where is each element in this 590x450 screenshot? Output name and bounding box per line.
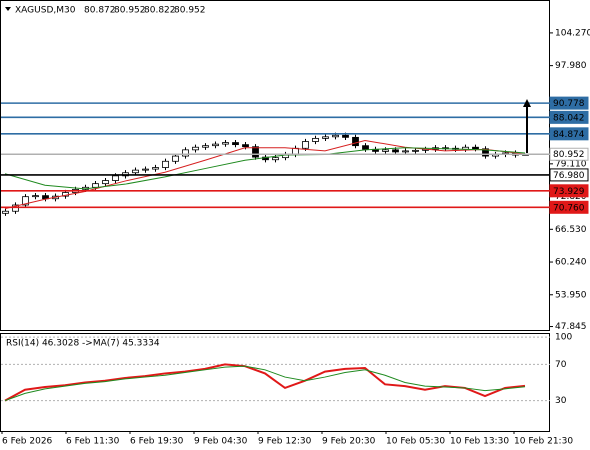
candle-body	[382, 149, 389, 152]
level-tag	[549, 110, 589, 124]
candle-body	[272, 157, 279, 161]
x-tick-label: 9 Feb 20:30	[322, 437, 376, 447]
y-tick-label: 100	[555, 333, 572, 343]
level-label: 88.042	[553, 113, 585, 123]
x-tick-label: 10 Feb 13:30	[450, 437, 509, 447]
target-arrow	[523, 99, 531, 153]
y-tick-label: 30	[555, 396, 567, 406]
symbol: XAGUSD,M30	[15, 6, 76, 16]
level-label: 73.929	[553, 187, 585, 197]
candle-body	[472, 146, 479, 150]
candle-body	[212, 143, 219, 147]
candle-body	[352, 136, 359, 147]
y-tick-label: 70	[555, 360, 567, 370]
candle-body	[112, 175, 119, 181]
moving-average	[4, 139, 526, 210]
x-tick-label: 10 Feb 05:30	[386, 437, 445, 447]
ohlc-close: 80.952	[174, 6, 206, 16]
ohlc-low: 80.822	[144, 6, 176, 16]
y-tick-label: 60.240	[555, 258, 587, 268]
candle-body	[22, 196, 29, 206]
candle-body	[392, 149, 399, 153]
rsi-title: RSI(14) 46.3028 ->MA(7) 45.3334	[6, 339, 160, 349]
candle-body	[302, 141, 309, 149]
rsi-line	[4, 365, 526, 402]
x-tick-label: 6 Feb 2026	[2, 437, 53, 447]
rsi-line	[4, 363, 526, 402]
level-tag	[549, 96, 589, 110]
main-frame	[0, 0, 550, 331]
y-tick-label: 66.530	[555, 225, 587, 235]
level-label: 90.778	[553, 99, 585, 109]
level-tag	[549, 127, 589, 141]
candle-body	[342, 134, 349, 138]
candle-body	[172, 155, 179, 162]
y-tick-label: 104.270	[555, 28, 590, 38]
y-tick-label: 97.980	[555, 61, 587, 71]
level-tag	[549, 147, 589, 161]
rsi-frame	[0, 333, 550, 432]
level-label: 80.952	[553, 150, 585, 160]
y-tick-label: 79.110	[555, 159, 587, 169]
candle-body	[222, 142, 229, 145]
candle-body	[242, 144, 249, 148]
candle-body	[402, 150, 409, 153]
candle-body	[192, 146, 199, 151]
level-tag	[549, 184, 589, 198]
candle-body	[142, 168, 149, 171]
candle-body	[2, 210, 9, 214]
level-tag	[549, 168, 589, 182]
candle-body	[92, 183, 99, 188]
y-tick-label: 53.950	[555, 290, 587, 300]
level-tag	[549, 200, 589, 214]
candle-body	[12, 204, 19, 212]
moving-average	[4, 147, 526, 190]
candle-body	[152, 167, 159, 170]
candle-body	[322, 136, 329, 139]
level-label: 76.980	[553, 171, 585, 181]
x-tick-label: 6 Feb 19:30	[130, 437, 184, 447]
candle-body	[312, 137, 319, 142]
candle-body	[202, 145, 209, 148]
candle-body	[362, 145, 369, 150]
x-tick-label: 6 Feb 11:30	[66, 437, 120, 447]
x-tick-label: 9 Feb 04:30	[194, 437, 248, 447]
candle-body	[482, 148, 489, 157]
candle-body	[232, 142, 239, 146]
candle-body	[252, 146, 259, 158]
candle-body	[102, 180, 109, 185]
x-tick-label: 9 Feb 12:30	[258, 437, 312, 447]
candle-body	[332, 134, 339, 138]
level-label: 84.874	[553, 130, 585, 140]
ohlc-open: 80.872	[84, 6, 116, 16]
level-label: 70.760	[553, 203, 585, 213]
candle-body	[32, 195, 39, 198]
candle-body	[162, 160, 169, 168]
candle-body	[132, 169, 139, 174]
candle-body	[412, 149, 419, 152]
y-tick-label: 47.845	[555, 322, 587, 332]
menu-triangle	[5, 7, 11, 11]
ohlc-high: 80.952	[114, 6, 146, 16]
x-tick-label: 10 Feb 21:30	[514, 437, 573, 447]
candle-body	[182, 149, 189, 157]
